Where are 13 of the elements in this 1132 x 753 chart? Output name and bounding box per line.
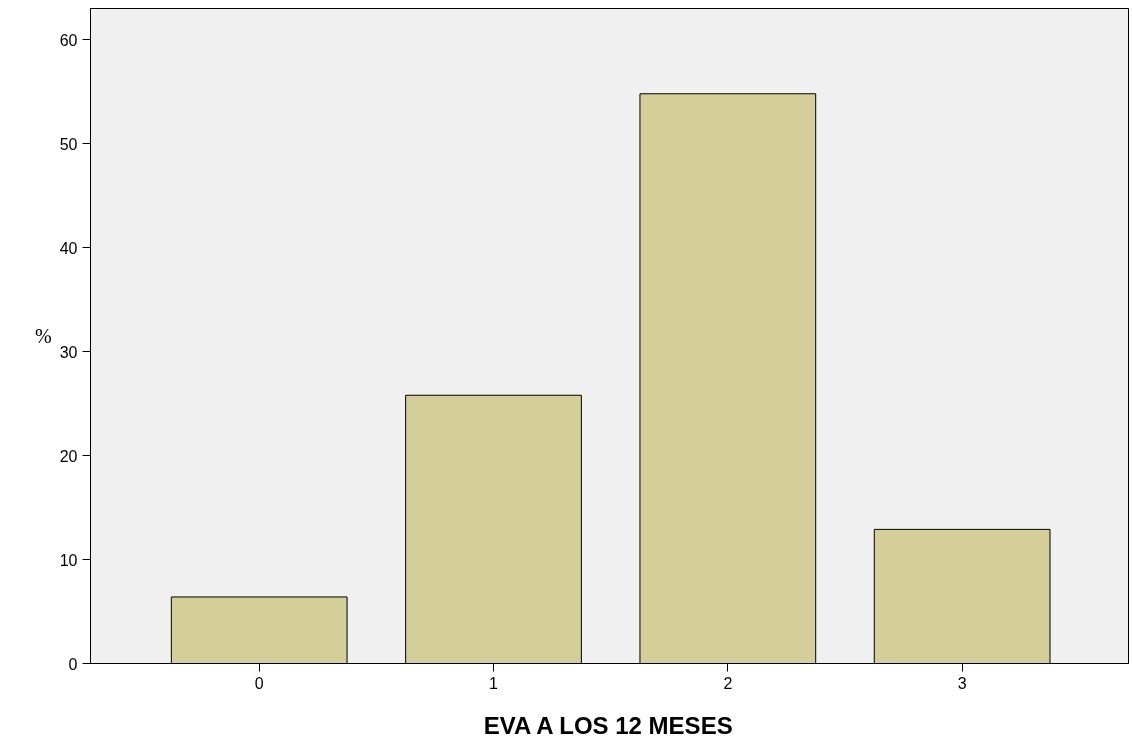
x-tick-label: 3 [957,674,967,692]
y-tick-label: 20 [59,447,78,465]
x-tick-label: 0 [254,674,264,692]
y-tick-label: 60 [59,31,78,49]
y-tick-label: 0 [68,655,78,673]
y-tick-label: 10 [59,551,78,569]
y-tick-label: 30 [59,343,78,361]
y-tick-label: 40 [59,239,78,257]
y-tick-label: 50 [59,135,78,153]
y-axis-title: % [35,325,52,347]
x-tick-label: 2 [723,674,733,692]
x-tick-label: 1 [489,674,499,692]
x-axis-title: EVA A LOS 12 MESES [483,711,733,739]
